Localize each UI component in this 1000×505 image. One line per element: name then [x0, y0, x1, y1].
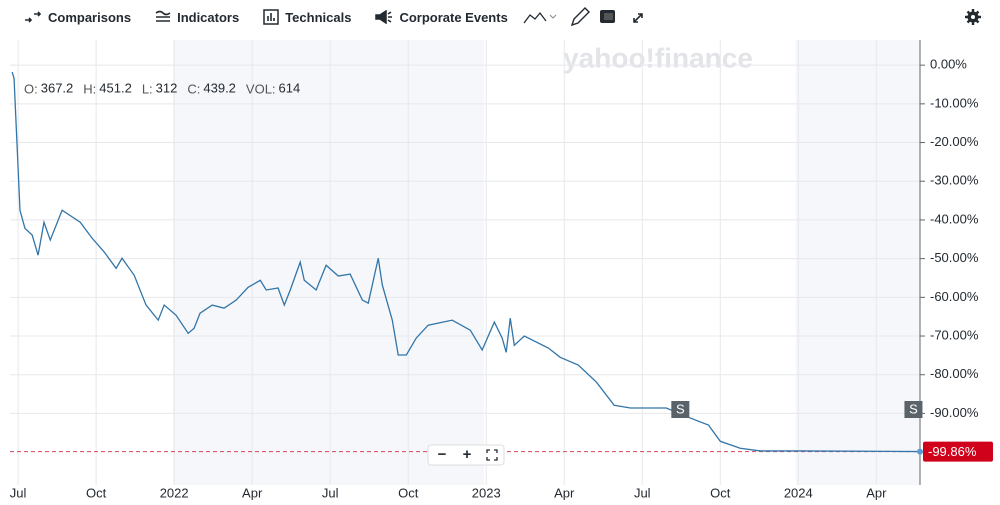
y-tick-label: -20.00% [930, 134, 979, 149]
last-value-badge [923, 441, 993, 462]
label: Comparisons [48, 9, 132, 25]
label: Technicals [285, 9, 352, 25]
shaded-year [173, 40, 484, 485]
zoom-reset [486, 449, 498, 461]
ohlc-label: L: [142, 81, 153, 96]
watermark: yahoo!finance [563, 42, 753, 73]
ohlc-value: 312 [156, 80, 178, 95]
indicators-button[interactable]: Indicators [155, 10, 239, 25]
price-line [11, 71, 921, 453]
icon [375, 10, 393, 24]
x-tick-label: Oct [398, 485, 419, 500]
corporate-events-button[interactable]: Corporate Events [375, 9, 508, 25]
zoom-button[interactable]: − [438, 446, 447, 463]
toolbar-icons[interactable] [522, 5, 672, 29]
last-value-label: -99.86% [928, 444, 977, 459]
shaded-year [796, 40, 920, 485]
ohlc-value: 614 [279, 80, 301, 95]
zoom-button[interactable]: + [463, 446, 472, 463]
x-tick-label: 2024 [784, 485, 813, 500]
x-tick-label: 2022 [160, 485, 189, 500]
x-tick-label: Jul [634, 485, 651, 500]
last-point [917, 448, 923, 455]
y-tick-label: 0.00% [930, 57, 967, 72]
y-tick-label: -60.00% [930, 289, 979, 304]
ohlc-label: C: [187, 81, 200, 96]
technicals-button[interactable]: Technicals [263, 9, 351, 25]
x-tick-label: Apr [242, 485, 263, 500]
event-label: S [909, 401, 918, 416]
ohlc-value: 439.2 [203, 80, 236, 95]
y-tick-label: -30.00% [930, 173, 979, 188]
comparisons-button[interactable]: Comparisons [24, 10, 131, 25]
event-marker[interactable] [904, 401, 923, 418]
x-tick-label: Apr [866, 485, 887, 500]
x-tick-label: Oct [86, 485, 107, 500]
y-tick-label: -90.00% [930, 405, 979, 420]
x-tick-label: Jul [10, 485, 27, 500]
y-tick-label: -70.00% [930, 327, 979, 342]
y-tick-label: -50.00% [930, 250, 979, 265]
x-tick-label: 2023 [472, 485, 501, 500]
ohlc-label: H: [83, 81, 96, 96]
icon [25, 11, 42, 23]
y-tick-label: -10.00% [930, 95, 979, 110]
y-tick-label: -40.00% [930, 211, 979, 226]
label: Indicators [177, 9, 240, 25]
icon [263, 9, 279, 25]
x-tick-label: Apr [554, 485, 575, 500]
zoom-controls [427, 444, 505, 466]
ohlc-label: O: [24, 81, 38, 96]
icon [155, 10, 171, 22]
label: Corporate Events [399, 9, 508, 25]
x-tick-label: Jul [322, 485, 339, 500]
event-marker[interactable] [671, 401, 690, 418]
y-tick-label: -80.00% [930, 366, 979, 381]
ohlc-value: 367.2 [41, 80, 74, 95]
ohlc-value: 451.2 [99, 80, 132, 95]
event-label: S [676, 401, 685, 416]
settings-button[interactable] [965, 9, 981, 25]
toolbar: Comparisons Indicators Technicals Corpor… [0, 0, 1000, 34]
x-tick-label: Oct [710, 485, 731, 500]
ohlc-label: VOL: [246, 81, 276, 96]
